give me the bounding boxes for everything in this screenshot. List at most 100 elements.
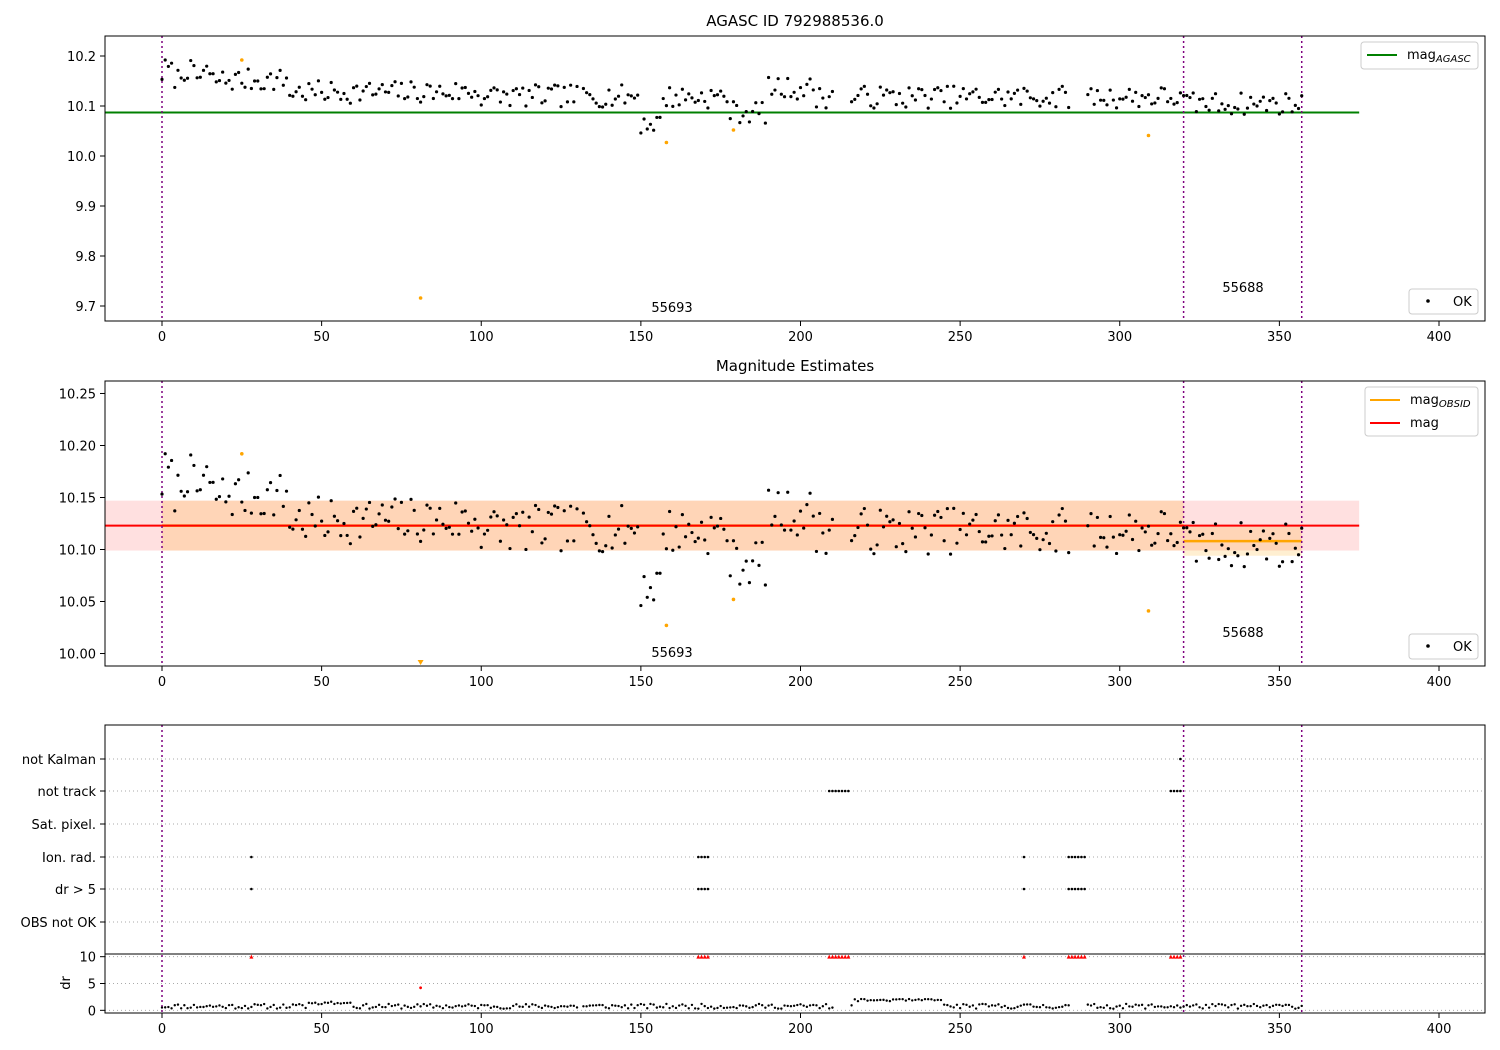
data-point-ok bbox=[278, 473, 282, 478]
data-point-ok bbox=[932, 513, 937, 517]
panel3-dr-axis: 0 5 10 bbox=[79, 951, 105, 1019]
data-point-ok bbox=[773, 514, 777, 518]
data-point-ok bbox=[1054, 105, 1058, 109]
data-point-ok bbox=[626, 524, 630, 528]
data-point-ok bbox=[779, 92, 783, 96]
data-point-ok bbox=[288, 525, 292, 529]
data-point-ok bbox=[543, 99, 547, 103]
data-point-ok bbox=[974, 87, 978, 91]
flag-point bbox=[700, 887, 703, 891]
dr-point bbox=[1035, 1005, 1038, 1009]
data-point-ok bbox=[1220, 102, 1224, 106]
data-point-ok bbox=[211, 480, 215, 484]
panel1-x-axis: 0 50 100 150 200 250 300 350 400 bbox=[158, 321, 1451, 345]
dr-point bbox=[361, 1004, 365, 1007]
data-point-ok bbox=[693, 539, 697, 544]
data-point-ok bbox=[393, 497, 397, 501]
data-point-ok bbox=[869, 547, 873, 551]
data-point-ok bbox=[371, 93, 375, 97]
data-point-ok bbox=[530, 530, 534, 534]
data-point-ok bbox=[169, 61, 174, 65]
dr-point bbox=[205, 1005, 208, 1008]
dr-point bbox=[888, 999, 892, 1003]
data-point-ok bbox=[1296, 553, 1301, 557]
data-point-ok bbox=[1178, 91, 1183, 95]
data-point-ok bbox=[1188, 95, 1192, 100]
dr-point bbox=[713, 1007, 716, 1010]
dr-point bbox=[473, 1004, 477, 1008]
data-point-ok bbox=[626, 93, 630, 97]
panel2-frame bbox=[104, 380, 1486, 667]
data-point-ok bbox=[671, 548, 675, 552]
data-point-ok bbox=[1166, 538, 1170, 543]
data-point-ok bbox=[1194, 110, 1198, 114]
dr-point bbox=[352, 1005, 355, 1009]
flag-label: dr > 5 bbox=[55, 883, 96, 898]
data-point-ok bbox=[795, 97, 799, 101]
data-point-ok bbox=[1207, 556, 1211, 560]
data-point-ok bbox=[811, 514, 815, 518]
dr-point bbox=[390, 1004, 394, 1008]
dr-point bbox=[288, 1006, 291, 1009]
data-point-ok bbox=[964, 533, 969, 537]
dr-point bbox=[783, 1004, 786, 1007]
data-point-ok bbox=[1060, 84, 1064, 88]
dr-point-clipped bbox=[1076, 954, 1081, 959]
flag-point bbox=[834, 789, 837, 793]
panel2-legend-lower[interactable]: OK bbox=[1408, 633, 1479, 660]
data-point-ok bbox=[205, 465, 209, 469]
data-point-ok bbox=[521, 510, 525, 514]
dr-point bbox=[349, 1001, 352, 1004]
data-point-ok bbox=[169, 458, 174, 463]
dr-point bbox=[1025, 1003, 1029, 1006]
data-point-ok bbox=[565, 539, 570, 543]
data-point-ok bbox=[1271, 532, 1275, 536]
data-point-ok bbox=[418, 539, 423, 543]
data-point-ok bbox=[792, 519, 796, 523]
data-point-ok bbox=[645, 595, 649, 599]
data-point-ok bbox=[597, 549, 601, 553]
data-point-ok bbox=[284, 76, 289, 80]
data-point-ok bbox=[604, 544, 608, 548]
data-point-ok bbox=[355, 506, 359, 510]
data-point-ok bbox=[291, 94, 295, 98]
data-point-ok bbox=[1166, 100, 1170, 104]
dr-point bbox=[981, 1002, 984, 1006]
data-point-ok bbox=[683, 98, 688, 102]
dr-point bbox=[189, 1006, 192, 1009]
flag-point bbox=[703, 887, 707, 891]
dr-point bbox=[521, 1005, 524, 1009]
data-point-ok bbox=[1169, 96, 1173, 101]
data-point-ok bbox=[776, 77, 780, 81]
data-point-ok bbox=[377, 512, 381, 516]
dr-point bbox=[563, 1005, 566, 1008]
data-point-ok bbox=[1239, 91, 1243, 95]
flag-point bbox=[1080, 855, 1083, 859]
data-point-ok bbox=[699, 91, 704, 95]
dr-point-clipped bbox=[702, 954, 707, 959]
data-point-ok bbox=[875, 102, 879, 106]
data-point-ok bbox=[498, 539, 503, 543]
data-point-ok bbox=[208, 72, 212, 76]
data-point-ok bbox=[760, 540, 764, 544]
panel1-legend-upper[interactable]: magAGASC bbox=[1360, 41, 1479, 70]
flag-point bbox=[1067, 887, 1070, 891]
data-point-ok bbox=[1265, 557, 1269, 561]
panel1-legend-lower[interactable]: OK bbox=[1408, 288, 1479, 315]
dr-point bbox=[805, 1005, 809, 1009]
data-point-ok bbox=[240, 500, 244, 504]
data-point-ok bbox=[802, 526, 806, 530]
panel2-legend-upper[interactable]: magOBSID mag bbox=[1364, 386, 1479, 437]
data-point-ok bbox=[616, 94, 621, 98]
dr-point bbox=[1172, 1006, 1176, 1009]
data-point-ok bbox=[517, 524, 522, 528]
dr-point bbox=[556, 1005, 560, 1009]
data-point-ok bbox=[891, 90, 895, 94]
data-point-ok bbox=[961, 87, 965, 91]
dr-point bbox=[722, 1006, 726, 1010]
data-point-ok bbox=[971, 518, 975, 522]
data-point-ok bbox=[786, 490, 790, 494]
data-point-ok bbox=[412, 85, 416, 89]
data-point-ok bbox=[1210, 531, 1214, 536]
data-point-ok bbox=[412, 508, 416, 512]
